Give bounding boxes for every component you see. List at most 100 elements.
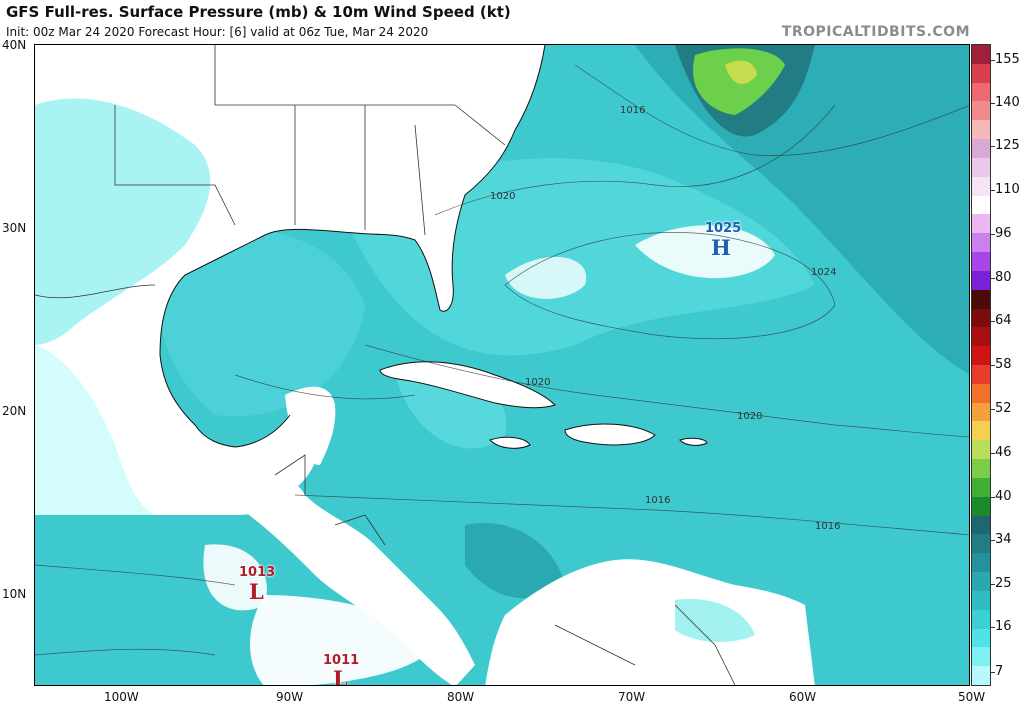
central-america-land (235, 478, 475, 685)
high-pressure-letter: H (711, 235, 731, 260)
colorbar-label: 52 (995, 401, 1012, 416)
colorbar-segment (972, 346, 990, 366)
colorbar-segment (972, 195, 990, 215)
puerto-rico-island (679, 437, 708, 446)
colorbar-segment (972, 327, 990, 347)
colorbar-tick (991, 540, 995, 541)
colorbar-tick (991, 672, 995, 673)
colorbar-label: 140 (995, 95, 1020, 110)
colorbar-segment (972, 365, 990, 385)
colorbar-segment (972, 383, 990, 404)
colorbar-tick (991, 365, 995, 366)
colorbar-segment (972, 214, 990, 234)
lat-label-20n: 20N (2, 404, 27, 418)
colorbar-tick (991, 146, 995, 147)
pacific-calm-zone (203, 544, 267, 611)
low-pressure-value-1: 1013 (239, 565, 276, 580)
lon-label-100w: 100W (104, 690, 139, 704)
calm-patch (505, 256, 587, 299)
colorbar-label: 110 (995, 182, 1020, 197)
colorbar-segment (972, 139, 990, 159)
lon-label-50w: 50W (958, 690, 986, 704)
colorbar-label: 46 (995, 445, 1012, 460)
lon-label-60w: 60W (789, 690, 817, 704)
lon-label-90w: 90W (276, 690, 304, 704)
colorbar-label: 80 (995, 270, 1012, 285)
isobar-label-1016-east: 1016 (815, 521, 841, 532)
colorbar-segment (972, 233, 990, 253)
isobar-label-1016-north: 1016 (620, 105, 646, 116)
colorbar-tick (991, 60, 995, 61)
colorbar-label: 16 (995, 619, 1012, 634)
colorbar-segment (972, 120, 990, 140)
colorbar-label: 25 (995, 576, 1012, 591)
isobar-label-1024: 1024 (811, 267, 837, 278)
colorbar-label: 7 (995, 664, 1004, 679)
colorbar-segment (972, 534, 990, 554)
weather-map[interactable]: 1016 1020 1024 1020 1020 1016 1016 1025 … (34, 44, 970, 686)
isobar-label-1020-east: 1020 (737, 411, 763, 422)
colorbar-tick (991, 409, 995, 410)
hispaniola-island (564, 423, 656, 446)
colorbar-segment (972, 421, 990, 441)
colorbar-segment (972, 45, 990, 65)
lon-label-70w: 70W (618, 690, 646, 704)
calm-high-center (635, 225, 775, 279)
colorbar-tick (991, 190, 995, 191)
gulf-wind-field (157, 229, 365, 417)
lat-label-10n: 10N (2, 587, 27, 601)
lon-label-80w: 80W (447, 690, 475, 704)
colorbar-segment (972, 647, 990, 667)
colorbar-segment (972, 515, 990, 535)
colorbar-tick (991, 234, 995, 235)
low-pressure-letter-1: L (249, 579, 264, 604)
jamaica-island (489, 436, 531, 449)
colorbar-segment (972, 628, 990, 648)
strong-wind-area (635, 45, 969, 374)
weather-map-svg (35, 45, 969, 685)
colorbar-tick (991, 497, 995, 498)
colorbar-label: 125 (995, 138, 1020, 153)
colorbar-tick (991, 278, 995, 279)
map-title: GFS Full-res. Surface Pressure (mb) & 10… (6, 3, 511, 21)
colorbar-segment (972, 572, 990, 592)
colorbar-segment (972, 590, 990, 611)
isobars (35, 64, 969, 656)
colorbar-tick (991, 584, 995, 585)
colorbar-segment (972, 289, 990, 310)
colorbar-segment (972, 101, 990, 121)
colorbar-tick (991, 103, 995, 104)
colorbar-segment (972, 402, 990, 422)
colorbar-segment (972, 270, 990, 291)
lat-label-40n: 40N (2, 38, 27, 52)
isobar-label-1016-carib: 1016 (645, 495, 671, 506)
colorbar-tick (991, 321, 995, 322)
colorbar-segment (972, 459, 990, 479)
venezuela-breeze (675, 599, 755, 642)
low-pressure-letter-2: L (333, 666, 348, 686)
colorbar-segment (972, 609, 990, 630)
colorbar-segment (972, 666, 990, 686)
isobar-label-1020-cuba: 1020 (525, 377, 551, 388)
colorbar-segment (972, 82, 990, 102)
coastline (159, 45, 546, 448)
colorbar-label: 96 (995, 226, 1012, 241)
forecast-subtitle: Init: 00z Mar 24 2020 Forecast Hour: [6]… (6, 25, 429, 39)
yucatan-land (285, 386, 336, 465)
colorbar-segment (972, 63, 990, 84)
colorbar-label: 64 (995, 313, 1012, 328)
caribbean-jet (465, 523, 565, 599)
wind-speed-colorbar (971, 44, 991, 686)
mexico-breeze (35, 345, 155, 515)
colorbar-segment (972, 157, 990, 178)
low-pressure-value-2: 1011 (323, 653, 360, 668)
lat-label-30n: 30N (2, 221, 27, 235)
gale-wind-core (725, 60, 757, 85)
cuba-island (379, 361, 556, 409)
colorbar-segment (972, 496, 990, 517)
high-pressure-value: 1025 (705, 221, 742, 236)
colorbar-segment (972, 440, 990, 460)
colorbar-segment (972, 477, 990, 498)
colorbar-label: 34 (995, 532, 1012, 547)
colorbar-segment (972, 252, 990, 272)
